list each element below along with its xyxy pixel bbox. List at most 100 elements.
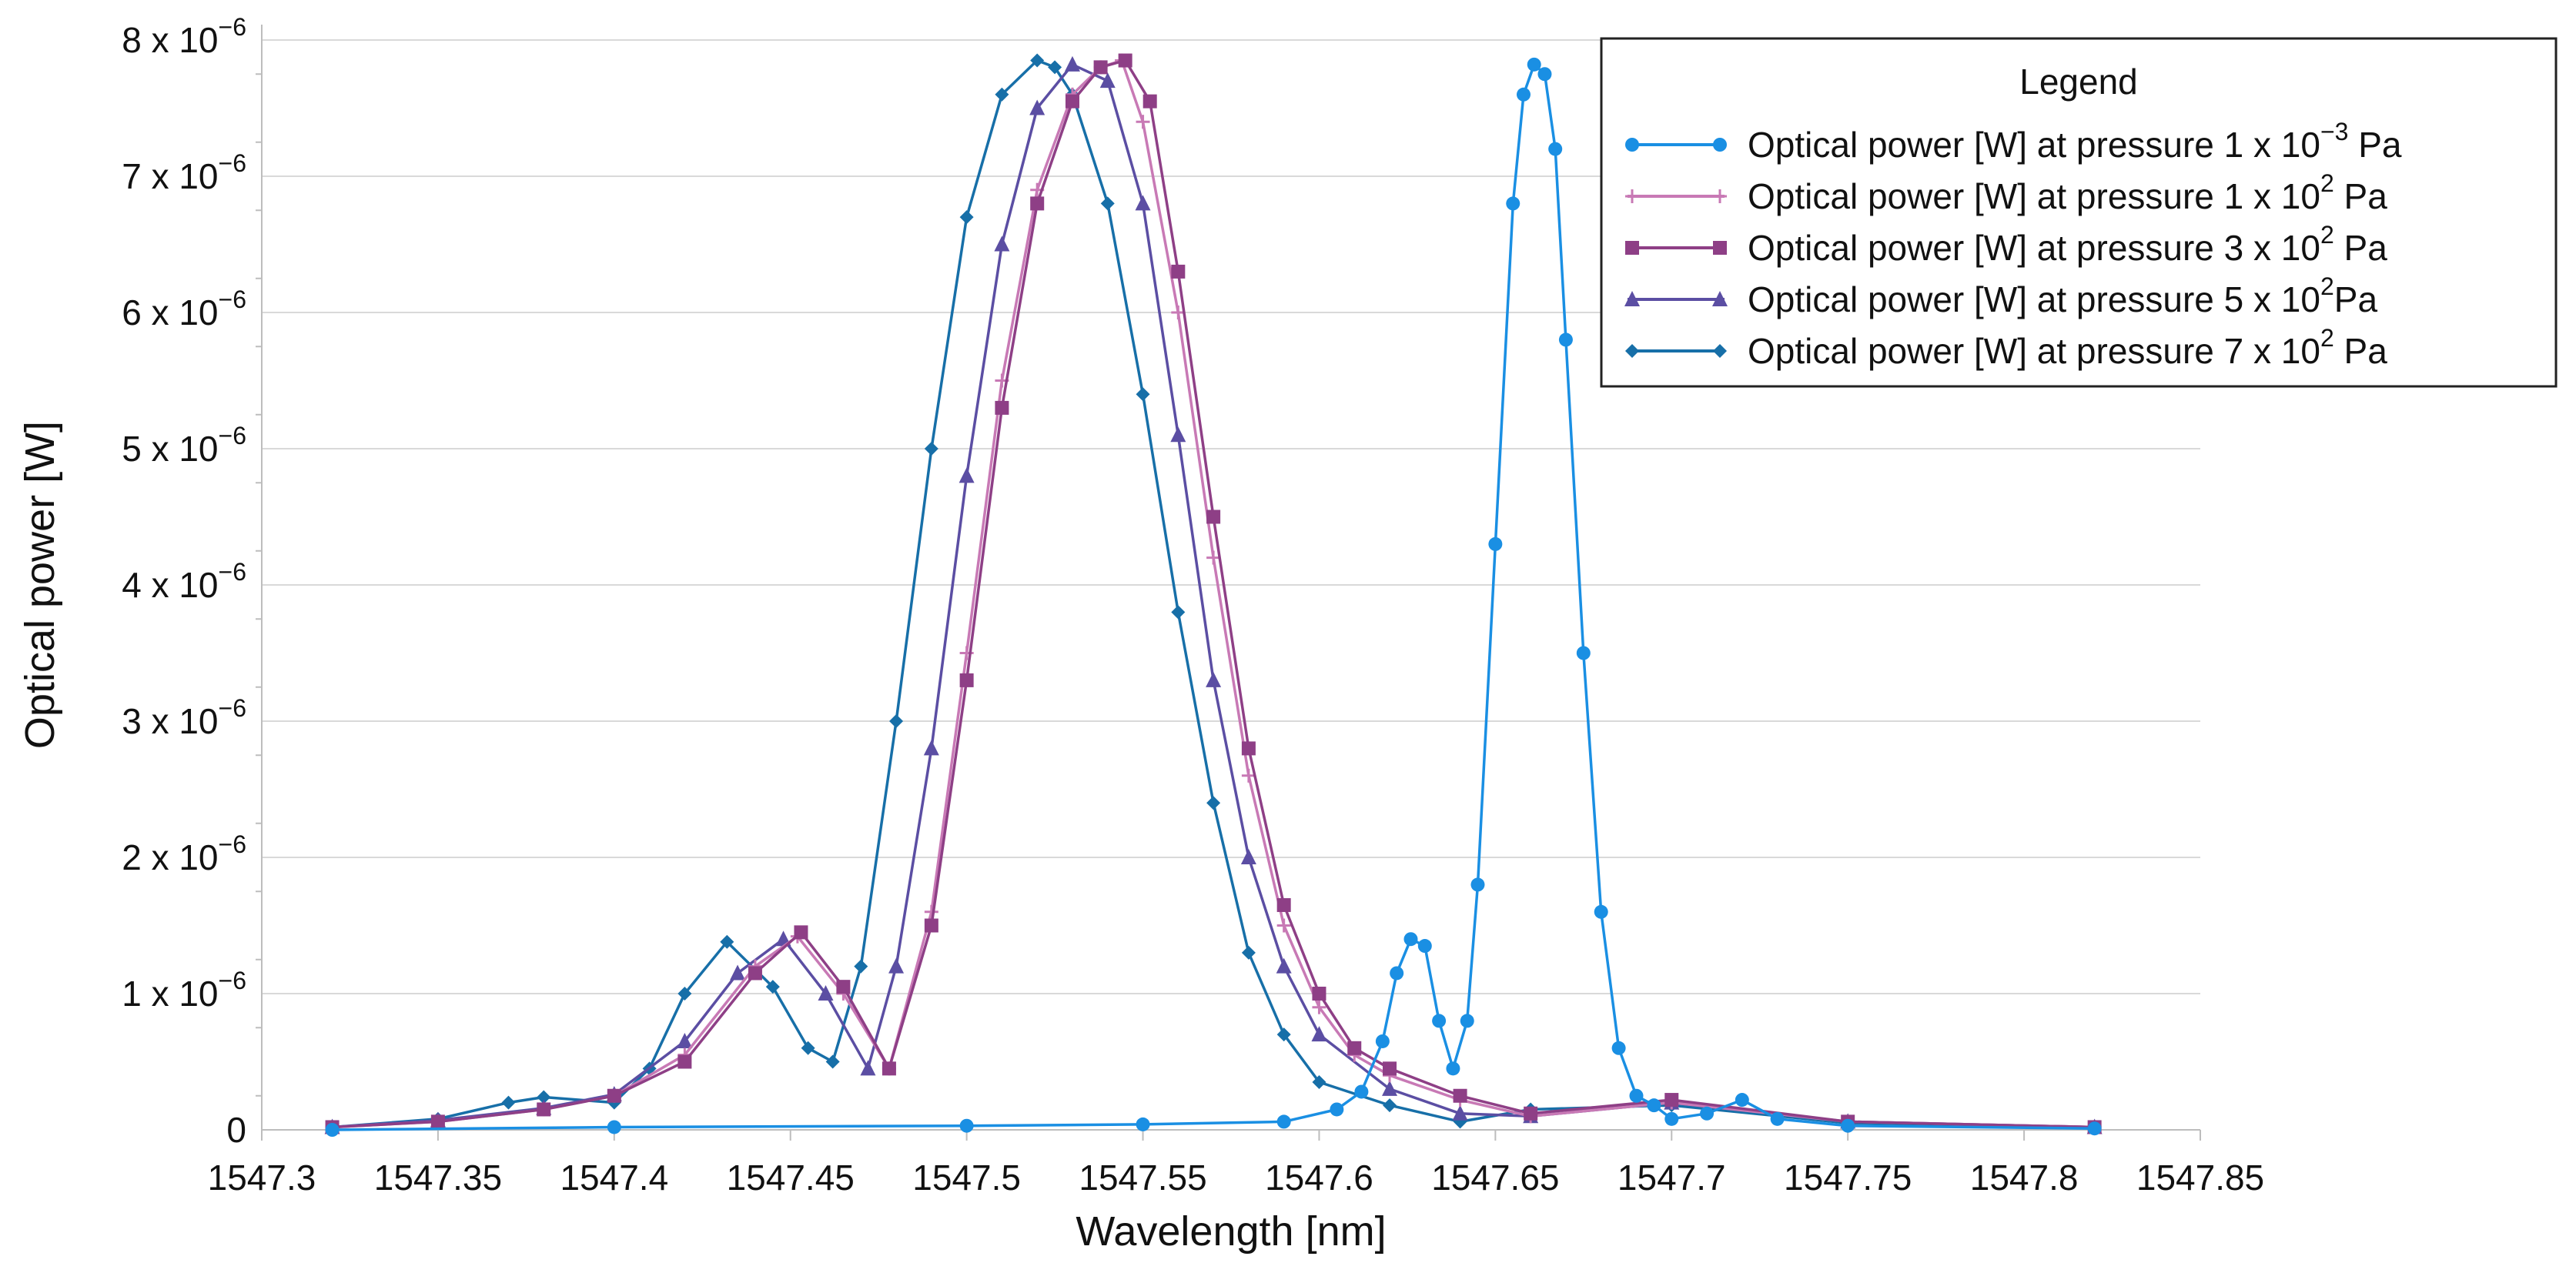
data-point [1136,115,1150,129]
data-point [1647,1098,1661,1113]
legend-swatch-marker [1713,189,1727,203]
legend-swatch-marker [1625,189,1639,203]
y-tick-label: 7 x 10−6 [122,149,246,196]
legend-label-unit: Pa [2334,331,2387,371]
data-point [1548,142,1563,156]
data-point [1460,1014,1474,1028]
data-point [765,980,780,994]
data-point [677,1054,692,1069]
data-point [959,210,974,225]
data-point [1206,510,1221,524]
data-point [1664,1093,1679,1108]
data-point [1118,53,1132,68]
data-point [854,959,868,974]
data-point [1276,897,1291,912]
data-point [994,236,1010,252]
data-point [959,673,974,687]
y-tick-exponent: −6 [219,967,246,994]
series-1 [325,57,2102,1137]
x-tick-label: 1547.45 [727,1158,855,1198]
data-point [995,400,1009,415]
legend-label: Optical power [W] at pressure 5 x 102Pa [1748,272,2377,319]
gridlines [262,39,2200,994]
legend-swatch-marker [1713,344,1727,358]
x-tick-label: 1547.8 [1970,1158,2079,1198]
data-point [1064,55,1080,72]
x-tick-label: 1547.35 [374,1158,502,1198]
series-line [332,58,2095,1129]
data-point [1432,1014,1447,1028]
y-tick-label: 5 x 10−6 [122,422,246,469]
data-point [607,1120,621,1134]
data-point [1276,918,1291,933]
data-point [995,87,1009,102]
y-tick-label: 6 x 10−6 [122,286,246,332]
data-point [1594,904,1608,919]
data-point [1537,67,1552,82]
data-point [1093,60,1108,75]
legend-entry-1: Optical power [W] at pressure 1 x 10−3 P… [1625,118,2402,165]
legend-label-exponent: 2 [2320,272,2334,300]
data-point [1142,94,1157,109]
data-point [1470,877,1485,892]
data-point [720,934,734,949]
data-point [1417,939,1432,954]
legend-entry-3: Optical power [W] at pressure 3 x 102 Pa [1625,221,2387,268]
data-point [882,1061,896,1076]
data-point [1135,195,1151,211]
data-point [1100,196,1115,211]
data-point [825,1054,840,1069]
data-point [1403,932,1418,947]
legend-label-exponent: 2 [2320,221,2334,249]
legend-label-unit: Pa [2334,279,2378,319]
legend-box [1600,37,2558,388]
legend-swatch-marker [1625,138,1639,152]
x-tick-label: 1547.7 [1618,1158,1726,1198]
data-point [1629,1088,1644,1103]
data-point [1136,387,1150,402]
y-axis-title: Optical power [W] [17,421,63,749]
data-point [1312,1000,1326,1014]
data-point [501,1095,516,1110]
data-point [889,714,904,728]
x-tick-label: 1547.55 [1079,1158,1206,1198]
axes [256,25,2201,1141]
data-point [1330,1102,1344,1117]
data-point [1375,1034,1390,1048]
data-point [1241,945,1256,960]
y-tick-exponent: −6 [219,13,246,41]
data-point [924,918,938,933]
legend-swatch-marker [1712,291,1728,306]
data-point [1700,1106,1715,1121]
legend-swatch-marker [1713,241,1727,255]
data-point [677,987,692,1001]
data-point [1611,1041,1626,1055]
data-point [794,925,808,940]
data-point [1241,741,1256,756]
y-tick-label: 8 x 10−6 [122,13,246,60]
y-tick-label: 4 x 10−6 [122,558,246,605]
x-tick-label: 1547.6 [1265,1158,1373,1198]
data-point [1241,768,1256,783]
data-point [958,467,975,483]
legend-label: Optical power [W] at pressure 1 x 10−3 P… [1748,118,2402,165]
data-point [1312,987,1326,1001]
legend-label: Optical power [W] at pressure 1 x 102 Pa [1748,169,2387,216]
legend-label: Optical power [W] at pressure 3 x 102 Pa [1748,221,2387,268]
series [324,53,2103,1137]
x-tick-label: 1547.3 [208,1158,316,1198]
data-point [836,980,851,994]
legend-label-unit: Pa [2348,125,2401,165]
y-tick-exponent: −6 [219,694,246,722]
data-point [325,1123,340,1137]
data-point [801,1041,815,1055]
data-point [1136,1117,1150,1131]
y-tick-exponent: −6 [219,558,246,586]
x-axis-title: Wavelength [nm] [1076,1208,1386,1255]
y-tick-label: 0 [226,1110,246,1150]
legend-swatch-marker [1713,138,1727,152]
data-point [1065,94,1079,109]
y-tick-label: 3 x 10−6 [122,694,246,741]
data-point [537,1102,551,1117]
